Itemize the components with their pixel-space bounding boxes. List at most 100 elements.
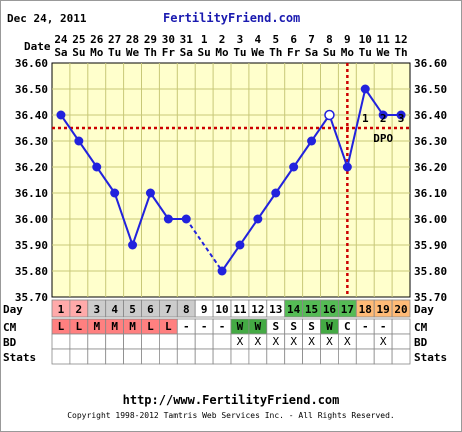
cm-value: - <box>219 320 226 333</box>
brand-name: FertilityFriend.com <box>163 11 300 25</box>
stats-cell <box>248 348 268 365</box>
weekday-label: We <box>377 46 391 59</box>
y-tick-label-right: 36.10 <box>414 187 447 200</box>
date-label: 4 <box>255 33 262 46</box>
stats-row-label-left: Stats <box>3 351 36 364</box>
day-number: 15 <box>305 303 318 316</box>
y-axis-left: 36.60 36.50 36.40 36.30 36.20 36.10 36.00 35.90… <box>15 57 48 304</box>
stats-cell <box>158 348 178 365</box>
day-number: 7 <box>165 303 172 316</box>
bd-cell <box>355 333 375 350</box>
cm-value: - <box>380 320 387 333</box>
cm-value: L <box>165 320 172 333</box>
day-number: 20 <box>394 303 407 316</box>
temp-point <box>92 162 102 172</box>
series-line <box>95 166 116 194</box>
weekday-label: Su <box>323 46 336 59</box>
weekday-label: Sa <box>305 46 318 59</box>
day-number: 16 <box>323 303 337 316</box>
y-tick-label-left: 36.00 <box>15 213 48 226</box>
temp-point <box>163 214 173 224</box>
date-label: 5 <box>272 33 279 46</box>
discarded-temp-point <box>324 109 335 121</box>
series-line <box>113 192 134 246</box>
temp-point <box>56 110 66 120</box>
dpo-number: 2 <box>380 112 387 125</box>
date-label: 28 <box>126 33 139 46</box>
coverline-overlay <box>52 63 410 297</box>
series-line <box>346 88 367 168</box>
date-label: 3 <box>237 33 244 46</box>
temp-point <box>378 110 388 120</box>
y-tick-label-left: 36.10 <box>15 187 48 200</box>
day-number: 17 <box>341 303 354 316</box>
stats-cell <box>105 348 124 365</box>
stats-cell <box>302 348 321 365</box>
bd-cell <box>51 333 71 350</box>
series-line <box>131 192 152 246</box>
stats-cell <box>51 348 71 365</box>
bd-cell <box>87 333 107 350</box>
date-label: 10 <box>359 33 372 46</box>
bd-cell <box>105 333 124 350</box>
weekday-label: Tu <box>233 46 246 59</box>
date-label: 29 <box>144 33 157 46</box>
dpo-number: 3 <box>398 112 405 125</box>
cm-value: M <box>93 320 100 333</box>
temp-point <box>360 84 370 94</box>
stats-cell <box>266 348 286 365</box>
day-number: 13 <box>269 303 282 316</box>
y-tick-label-right: 35.70 <box>414 291 447 304</box>
series-line <box>78 140 98 168</box>
cm-row-label-right: CM <box>414 321 428 334</box>
y-tick-label-right: 36.60 <box>414 57 447 70</box>
temp-point <box>289 162 299 172</box>
cm-value: - <box>183 320 190 333</box>
stats-row-label-right: Stats <box>414 351 447 364</box>
bd-mark: X <box>326 335 333 348</box>
weekday-label: Mo <box>341 46 355 59</box>
y-tick-label-left: 36.40 <box>15 109 48 122</box>
cm-value: W <box>237 320 244 333</box>
bd-row-label-right: BD <box>414 336 428 349</box>
day-number: 12 <box>251 303 264 316</box>
day-number: 1 <box>58 303 65 316</box>
dpo-labels: 1 2 3 DPO <box>362 112 404 145</box>
date-label: 7 <box>308 33 315 46</box>
series-line <box>274 166 295 194</box>
day-number: 8 <box>183 303 190 316</box>
stats-cell <box>355 348 375 365</box>
temp-point <box>307 136 317 146</box>
stats-cell <box>284 348 304 365</box>
stats-cell <box>320 348 339 365</box>
cm-value: L <box>147 320 154 333</box>
cm-value: S <box>290 320 297 333</box>
day-number: 9 <box>201 303 208 316</box>
y-tick-label-left: 35.90 <box>15 239 48 252</box>
y-tick-label-left: 36.30 <box>15 135 48 148</box>
cm-value: L <box>76 320 83 333</box>
date-row-label: Date <box>24 40 51 53</box>
date-label: 25 <box>72 33 85 46</box>
bd-mark: X <box>272 335 279 348</box>
weekday-label: Th <box>144 46 157 59</box>
day-number: 11 <box>233 303 247 316</box>
y-tick-label-left: 35.80 <box>15 265 48 278</box>
y-tick-label-right: 36.00 <box>414 213 447 226</box>
weekday-label: Th <box>269 46 282 59</box>
weekday-label: Mo <box>215 46 229 59</box>
stats-cell <box>391 348 411 365</box>
date-label: 11 <box>377 33 391 46</box>
day-number: 2 <box>76 303 83 316</box>
stats-cell <box>194 348 214 365</box>
y-tick-label-right: 36.40 <box>414 109 447 122</box>
bd-cell <box>123 333 142 350</box>
y-tick-label-right: 35.90 <box>414 239 447 252</box>
footer-url: http://www.FertilityFriend.com <box>123 393 340 407</box>
cm-value: - <box>201 320 208 333</box>
weekday-label: We <box>251 46 265 59</box>
bd-cell <box>69 333 89 350</box>
stats-cell <box>123 348 142 365</box>
chart-date: Dec 24, 2011 <box>7 12 87 25</box>
